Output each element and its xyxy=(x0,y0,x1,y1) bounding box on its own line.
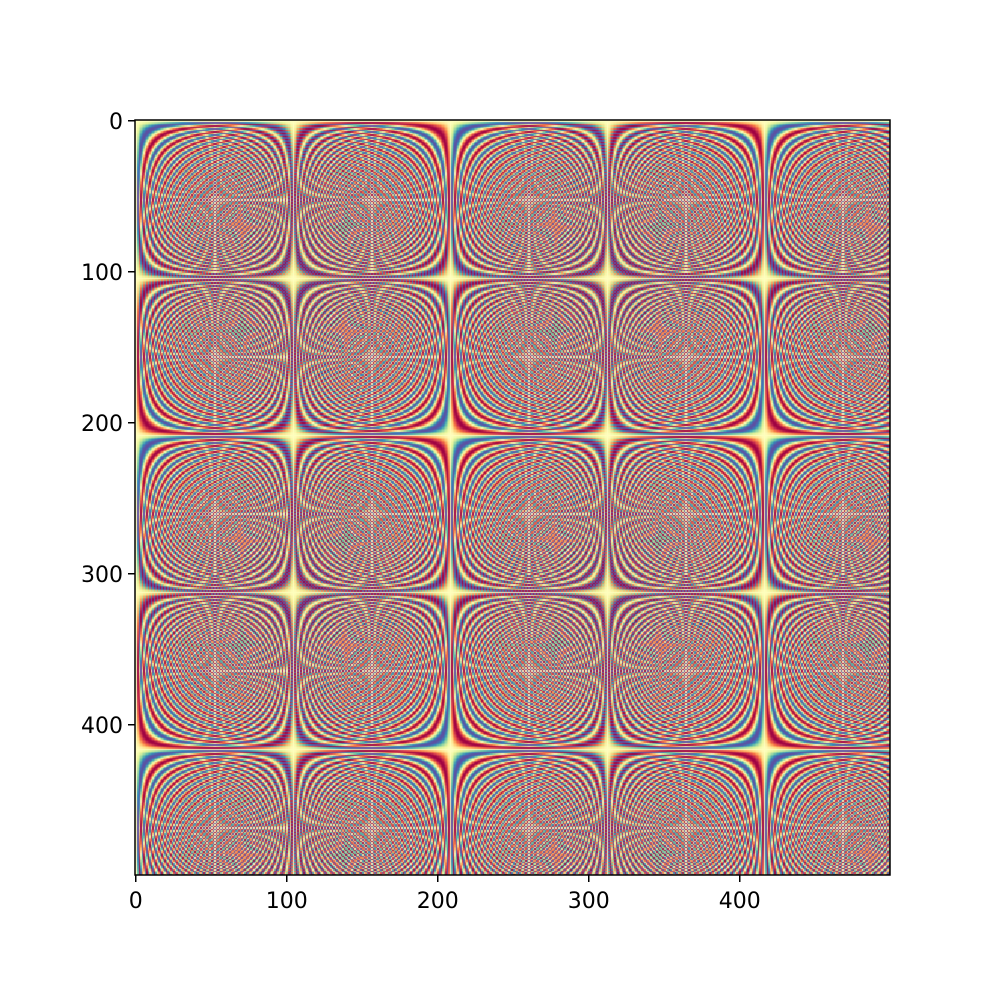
heatmap-image xyxy=(135,120,890,875)
y-tick-label: 400 xyxy=(81,714,123,739)
heatmap-image-holder xyxy=(135,120,890,875)
x-tick-label: 200 xyxy=(417,889,459,914)
x-tick-label: 400 xyxy=(719,889,761,914)
plot-frame xyxy=(134,119,891,876)
x-tick-label: 300 xyxy=(568,889,610,914)
y-tick-label: 0 xyxy=(109,110,123,135)
x-tick-label: 0 xyxy=(129,889,143,914)
y-tick-label: 300 xyxy=(81,563,123,588)
x-axis: 0 100 200 300 400 xyxy=(129,875,761,914)
x-tick-label: 100 xyxy=(266,889,308,914)
y-tick-label: 100 xyxy=(81,261,123,286)
y-tick-label: 200 xyxy=(81,412,123,437)
y-axis: 0 100 200 300 400 xyxy=(81,110,135,739)
